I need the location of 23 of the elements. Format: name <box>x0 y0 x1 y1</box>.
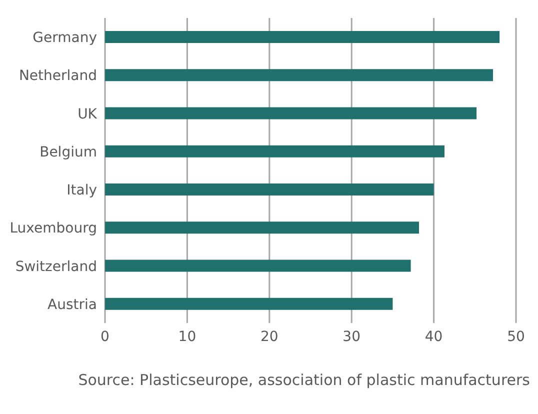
y-tick-label: Netherland <box>18 68 97 84</box>
y-tick-label: Switzerland <box>15 258 97 275</box>
bar <box>105 69 493 82</box>
x-tick-label: 40 <box>424 328 443 345</box>
bar <box>105 222 420 234</box>
bar <box>105 107 477 120</box>
x-tick-label: 10 <box>178 328 196 345</box>
bar <box>105 30 500 43</box>
bar <box>105 145 444 158</box>
y-tick-label: Luxembourg <box>10 220 97 237</box>
bar <box>105 298 393 310</box>
source-note: Source: Plasticseurope, association of plastic manufacturers <box>77 371 530 389</box>
x-tick-label: 0 <box>100 328 110 345</box>
y-tick-label: Italy <box>66 182 97 199</box>
x-tick-label: 50 <box>507 328 525 345</box>
y-tick-label: UK <box>78 106 98 122</box>
x-tick-label: 30 <box>342 328 361 345</box>
bar <box>105 260 411 272</box>
y-tick-label: Austria <box>48 296 97 313</box>
y-tick-label: Germany <box>32 30 97 46</box>
bar <box>105 183 434 196</box>
x-tick-label: 20 <box>260 328 278 345</box>
y-tick-label: Belgium <box>40 144 97 160</box>
